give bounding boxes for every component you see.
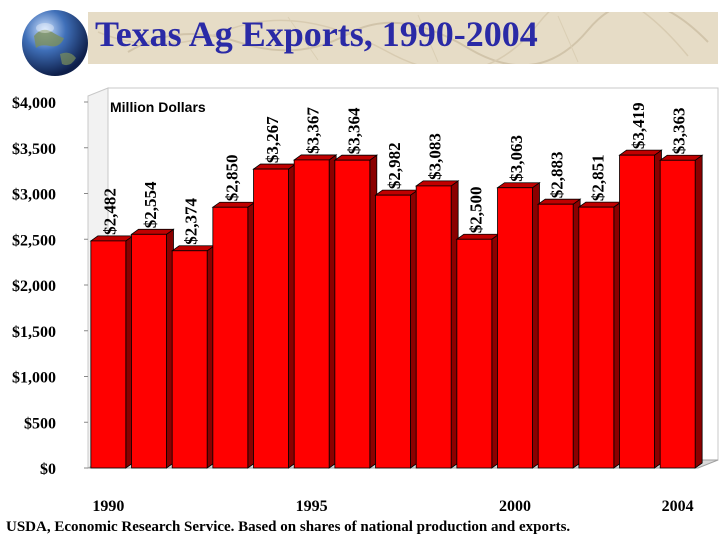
source-note: USDA, Economic Research Service. Based o… <box>6 519 571 535</box>
y-axis-ticks: $0 $500 $1,000 $1,500 $2,000 $2,500 $3,000 $3,5… <box>12 95 88 478</box>
bar <box>414 180 460 469</box>
bar-series <box>89 149 704 469</box>
bar <box>455 233 501 469</box>
y-axis-label: Million Dollars <box>110 99 206 115</box>
data-label: $2,883 <box>548 151 567 198</box>
bar <box>252 163 297 469</box>
data-label: $2,982 <box>385 142 404 189</box>
bar-front <box>334 159 371 469</box>
bar-top <box>333 154 379 161</box>
bar <box>536 198 582 469</box>
bar-front <box>659 159 696 469</box>
data-label: $3,364 <box>344 107 363 154</box>
bar-top <box>252 163 297 170</box>
bar <box>292 154 338 469</box>
y-tick-label: $1,500 <box>12 324 56 341</box>
bar-top <box>130 228 175 235</box>
bar-top <box>618 149 663 156</box>
bar-top <box>374 189 419 196</box>
x-tick-label: 1995 <box>296 498 328 515</box>
bar-front <box>90 240 127 469</box>
bar-front <box>456 238 493 469</box>
bar <box>618 149 663 469</box>
y-tick-label: $1,000 <box>12 370 56 387</box>
bar-top <box>658 154 704 161</box>
data-label: $2,850 <box>222 154 241 201</box>
y-tick-label: $0 <box>40 461 56 478</box>
bar-front <box>293 159 330 469</box>
y-tick-label: $3,000 <box>12 187 56 204</box>
bar <box>333 154 379 469</box>
x-axis-ticks: 1990 1995 2000 2004 <box>92 498 693 515</box>
bar <box>130 228 175 469</box>
title-band <box>88 12 718 64</box>
data-label: $2,374 <box>182 198 201 245</box>
y-tick-label: $4,000 <box>12 95 56 112</box>
y-tick-label: $500 <box>24 415 56 432</box>
data-label: $2,851 <box>588 154 607 201</box>
bar-side <box>694 154 703 469</box>
bar-top <box>414 180 460 187</box>
bar <box>577 201 623 469</box>
bar <box>211 201 257 469</box>
bar-front <box>375 194 411 469</box>
bar-top <box>536 198 582 205</box>
data-label: $3,063 <box>507 135 526 182</box>
data-label: $3,367 <box>304 107 323 154</box>
bar-front <box>415 185 452 469</box>
bar-top <box>211 201 257 208</box>
y-tick-label: $2,000 <box>12 278 56 295</box>
data-label: $2,482 <box>100 188 119 235</box>
bar-top <box>455 233 501 240</box>
bar-front <box>253 168 289 469</box>
bar <box>170 245 216 469</box>
bar-front <box>212 206 249 469</box>
bar-front <box>171 250 208 469</box>
page-title: Texas Ag Exports, 1990-2004 <box>95 14 538 54</box>
y-tick-label: $2,500 <box>12 232 56 249</box>
bar-front <box>537 203 574 469</box>
bar-front <box>131 233 167 469</box>
bar <box>658 154 704 469</box>
x-tick-label: 1990 <box>92 498 124 515</box>
data-label: $3,267 <box>263 116 282 163</box>
x-tick-label: 2000 <box>499 498 531 515</box>
bar-top <box>89 235 135 242</box>
bar-front <box>497 187 533 469</box>
data-labels: $2,482 $2,554 $2,374 $2,850 $3,267 $3,367 $3,3… <box>100 102 688 244</box>
data-label: $3,363 <box>670 108 689 155</box>
y-tick-label: $3,500 <box>12 141 56 158</box>
bar <box>374 189 419 469</box>
x-tick-label: 2004 <box>662 498 694 515</box>
bar-front <box>619 154 655 469</box>
data-label: $2,500 <box>466 186 485 233</box>
data-label: $3,083 <box>426 133 445 180</box>
bar-top <box>170 245 216 252</box>
data-label: $3,419 <box>629 102 648 149</box>
bar <box>496 181 541 469</box>
bar <box>89 235 135 469</box>
map-texture <box>97 12 709 64</box>
bar-top <box>496 182 541 189</box>
bar-top <box>292 154 338 161</box>
data-label: $2,554 <box>141 181 160 228</box>
bar-front <box>578 206 615 469</box>
globe-icon <box>22 10 88 76</box>
bar-top <box>577 201 623 208</box>
